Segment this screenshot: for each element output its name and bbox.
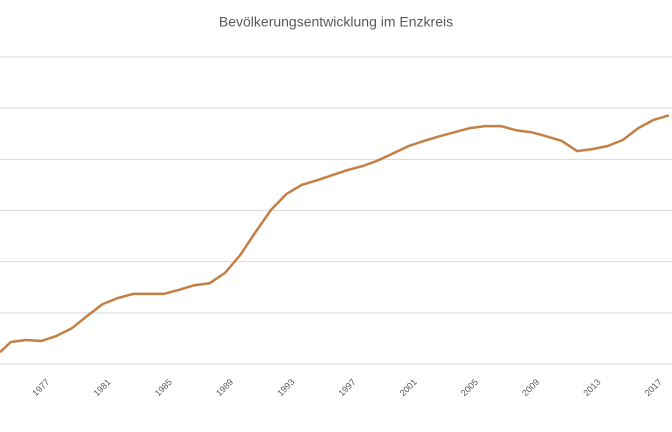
- x-tick-label: 1989: [214, 377, 235, 398]
- x-tick-label: 1981: [92, 377, 113, 398]
- x-tick-label: 2013: [581, 377, 602, 398]
- x-tick-label: 1997: [336, 377, 357, 398]
- x-tick-label: 1993: [275, 377, 296, 398]
- x-tick-label: 1985: [153, 377, 174, 398]
- x-tick-label: 2001: [398, 377, 419, 398]
- chart-title: Bevölkerungsentwicklung im Enzkreis: [219, 14, 453, 30]
- x-tick-label: 1977: [30, 377, 51, 398]
- x-tick-label: 2017: [643, 377, 664, 398]
- data-line: [0, 114, 670, 354]
- x-tick-label: 2005: [459, 377, 480, 398]
- x-tick-label: 2009: [520, 377, 541, 398]
